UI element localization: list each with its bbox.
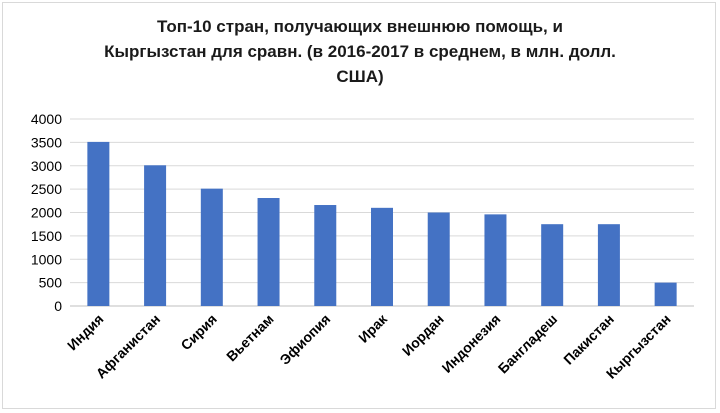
x-tick-label: Бангладеш <box>495 311 561 377</box>
bar <box>427 212 450 306</box>
bar <box>541 224 564 306</box>
bar <box>200 188 223 306</box>
x-tick-label: Ирак <box>355 310 391 346</box>
y-tick-label: 1000 <box>31 251 62 267</box>
bar <box>484 214 507 306</box>
chart-title: Топ-10 стран, получающих внешнюю помощь,… <box>60 14 660 89</box>
x-tick-label: Вьетнам <box>223 311 277 365</box>
chart-title-line-1: Топ-10 стран, получающих внешнюю помощь,… <box>157 17 563 36</box>
x-tick-label: Пакистан <box>560 311 617 368</box>
x-tick-label: Индонезия <box>439 311 504 376</box>
y-tick-label: 2000 <box>31 205 62 221</box>
y-tick-label: 500 <box>39 275 63 291</box>
bar <box>87 141 110 306</box>
bar <box>314 205 337 306</box>
y-tick-label: 3500 <box>31 134 62 150</box>
bar <box>144 165 167 306</box>
bar <box>257 198 280 306</box>
y-tick-label: 1500 <box>31 228 62 244</box>
x-tick-label: Сирия <box>177 311 219 353</box>
y-tick-label: 2500 <box>31 181 62 197</box>
x-tick-label: Эфиопия <box>276 311 333 368</box>
bar <box>597 224 620 306</box>
y-tick-label: 4000 <box>31 111 62 127</box>
y-tick-label: 0 <box>54 298 62 314</box>
chart-frame <box>2 2 716 409</box>
chart-title-line-3: США) <box>336 67 384 86</box>
x-tick-label: Иордан <box>399 311 447 359</box>
y-tick-label: 3000 <box>31 158 62 174</box>
bar <box>371 207 393 306</box>
chart-title-line-2: Кыргызстан для сравн. (в 2016-2017 в сре… <box>104 42 616 61</box>
x-tick-label: Индия <box>64 311 107 354</box>
bar <box>654 282 677 306</box>
